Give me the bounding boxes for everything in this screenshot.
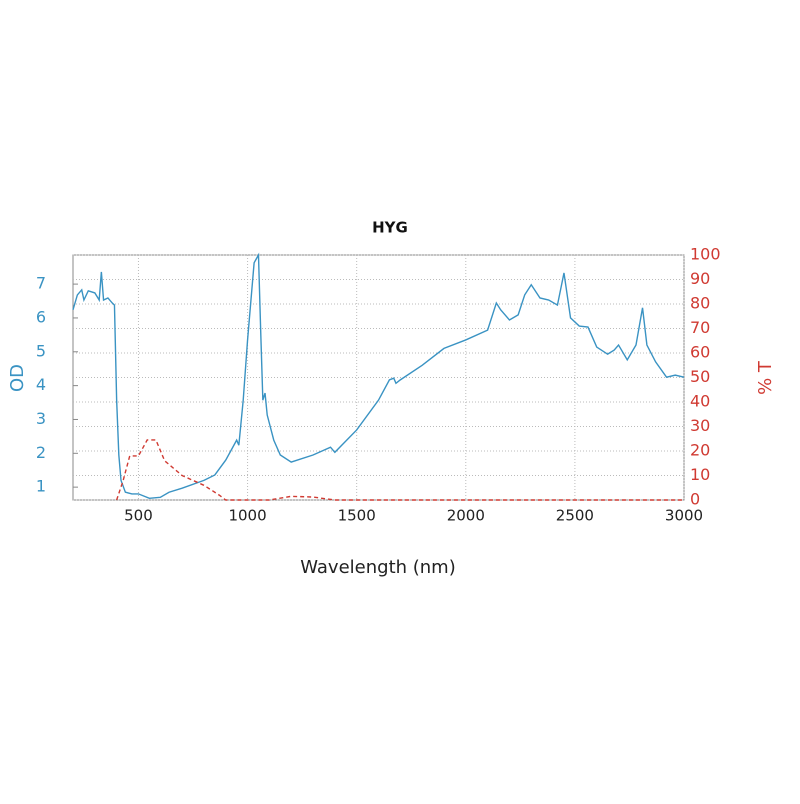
y2-tick-label: 20 xyxy=(690,441,710,460)
y-tick-label: 1 xyxy=(36,477,46,496)
y-tick-label: 7 xyxy=(36,274,46,293)
x-tick-label: 2500 xyxy=(556,507,594,525)
series-line xyxy=(115,439,684,501)
y2-tick-label: 40 xyxy=(690,392,710,411)
x-tick-label: 3000 xyxy=(665,507,703,525)
y2-tick-label: 30 xyxy=(690,416,710,435)
y2-tick-label: 10 xyxy=(690,465,710,484)
y-tick-label: 3 xyxy=(36,409,46,428)
y-tick-label: 6 xyxy=(36,307,46,326)
y-tick-label: 2 xyxy=(36,443,46,462)
x-tick-label: 2000 xyxy=(447,507,485,525)
y2-tick-label: 70 xyxy=(690,318,710,337)
y-tick-label: 5 xyxy=(36,341,46,360)
y2-tick-label: 60 xyxy=(690,343,710,362)
y2-tick-label: 100 xyxy=(690,245,721,264)
x-tick-label: 1000 xyxy=(228,507,266,525)
y-axis-label: OD xyxy=(7,364,28,392)
y-tick-label: 4 xyxy=(36,375,46,394)
y2-tick-label: 90 xyxy=(690,269,710,288)
series-line xyxy=(72,252,685,500)
x-axis-label: Wavelength (nm) xyxy=(300,557,456,578)
y2-tick-label: 50 xyxy=(690,367,710,386)
y2-axis-label: % T xyxy=(755,360,776,395)
chart-title: HYG xyxy=(372,219,408,237)
x-tick-label: 1500 xyxy=(338,507,376,525)
y2-tick-label: 0 xyxy=(690,490,700,509)
y2-tick-label: 80 xyxy=(690,294,710,313)
x-tick-label: 500 xyxy=(124,507,153,525)
